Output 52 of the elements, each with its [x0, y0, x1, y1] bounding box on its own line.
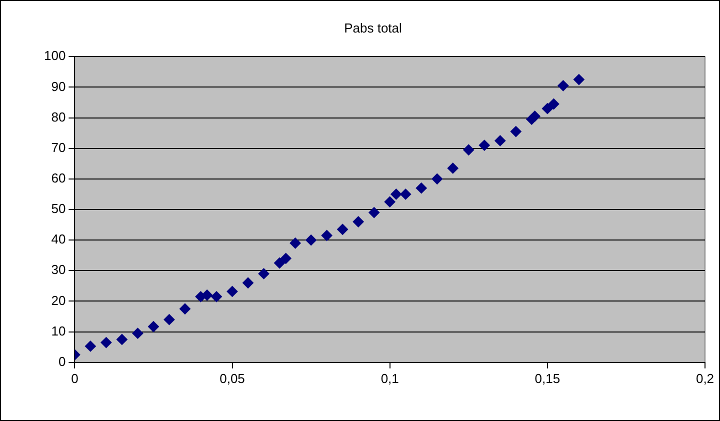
- point: [290, 238, 301, 249]
- y-tick-label: 10: [51, 323, 66, 338]
- point: [179, 303, 190, 314]
- point: [211, 291, 222, 302]
- y-tick-label: 30: [51, 262, 66, 278]
- y-tick-label: 0: [58, 354, 66, 369]
- point: [542, 103, 553, 114]
- point: [558, 80, 569, 92]
- point: [384, 196, 396, 208]
- point: [100, 337, 112, 348]
- x-tick-label: 0,15: [534, 370, 560, 386]
- point: [432, 173, 443, 184]
- point: [368, 207, 380, 218]
- x-tick-label: 0,1: [380, 370, 399, 386]
- point: [164, 314, 175, 326]
- y-tick-label: 100: [44, 48, 66, 64]
- point: [478, 140, 490, 151]
- point: [274, 258, 286, 269]
- point: [573, 74, 584, 86]
- point: [447, 162, 458, 174]
- chart-title: Pabs total: [344, 20, 402, 36]
- point: [242, 277, 254, 288]
- point: [416, 182, 427, 194]
- x-tick-label: 0,05: [220, 370, 245, 386]
- y-tick-label: 50: [51, 201, 66, 216]
- point: [337, 224, 348, 235]
- point: [400, 188, 412, 200]
- point: [306, 234, 317, 246]
- point: [280, 252, 292, 264]
- point: [148, 321, 159, 332]
- point: [510, 126, 522, 138]
- point: [494, 135, 506, 146]
- point: [132, 328, 144, 339]
- point: [352, 216, 364, 228]
- y-tick-label: 20: [51, 292, 66, 308]
- y-tick-label: 70: [51, 140, 66, 155]
- point: [116, 334, 128, 345]
- point: [84, 340, 96, 352]
- point: [226, 286, 238, 297]
- y-tick-label: 80: [51, 109, 66, 124]
- x-tick-label: 0: [71, 370, 78, 386]
- point: [548, 98, 560, 110]
- point: [258, 268, 270, 280]
- point: [463, 144, 474, 156]
- point: [202, 290, 213, 301]
- x-tick-label: 0,2: [696, 370, 714, 386]
- y-tick-label: 60: [51, 170, 66, 186]
- point: [321, 230, 332, 241]
- y-tick-label: 90: [51, 78, 66, 94]
- y-tick-label: 40: [51, 232, 66, 247]
- point: [529, 110, 540, 122]
- point: [390, 188, 402, 200]
